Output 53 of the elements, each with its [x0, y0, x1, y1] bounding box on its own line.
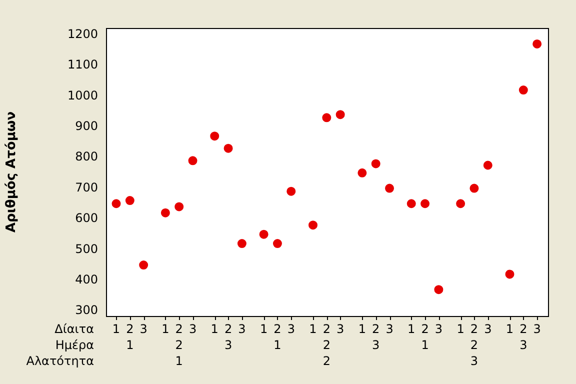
- text: 2: [470, 338, 478, 352]
- x-tick-label: 1: [112, 322, 120, 336]
- text: 1: [175, 354, 183, 368]
- x-tick-label: 1: [456, 322, 464, 336]
- x-tick-label: 2: [520, 322, 528, 336]
- x-tick-label: 3: [287, 322, 295, 336]
- y-tick-label: 500: [75, 242, 98, 256]
- x-tick-label: 3: [434, 322, 443, 336]
- x-tick-label: 1: [210, 322, 218, 336]
- x-tick-label: 2: [126, 322, 134, 336]
- text: 2: [322, 354, 330, 368]
- y-tick-label: 700: [75, 180, 98, 194]
- x-tick-label: 1: [408, 322, 416, 336]
- text: 1: [421, 338, 429, 352]
- y-tick-label: 400: [75, 272, 98, 287]
- y-tick-label: 800: [75, 150, 98, 164]
- text: 2: [175, 338, 183, 352]
- x-tick-label: 1: [506, 322, 514, 336]
- text: 3: [520, 338, 528, 352]
- y-tick-label: 300: [75, 303, 98, 318]
- x-tick-label: 2: [322, 322, 330, 336]
- x-tick-label: 3: [140, 322, 148, 336]
- x-tick-label: 3: [188, 322, 197, 336]
- text: 1: [126, 338, 134, 352]
- y-axis-title: Αριθμός Ατόμων: [4, 111, 20, 233]
- x-tick-label: 2: [372, 322, 380, 336]
- text: 1: [274, 338, 282, 352]
- x-tick-label: 2: [175, 322, 183, 336]
- x-tick-label: 1: [260, 322, 268, 336]
- x-tick-label: 3: [533, 322, 541, 336]
- y-tick-label: 1200: [67, 26, 98, 41]
- x-tick-label: 2: [470, 322, 478, 336]
- x-tick-label: 1: [309, 322, 317, 336]
- x-tick-label: 2: [421, 322, 429, 336]
- x-tick-label: 1: [162, 322, 170, 336]
- text: 2: [322, 338, 330, 352]
- y-tick-label: 900: [75, 118, 98, 133]
- x-tick-label: 3: [238, 322, 246, 336]
- x-tick-label: 3: [336, 322, 344, 336]
- y-tick-label: 600: [75, 211, 98, 226]
- text: Ημέρα: [55, 338, 94, 352]
- x-tick-label: 2: [274, 322, 282, 336]
- y-tick-label: 1000: [67, 88, 98, 102]
- x-tick-label: 1: [358, 322, 366, 336]
- text: Δίαιτα: [54, 322, 94, 336]
- text: Αλατότητα: [26, 354, 94, 368]
- y-tick-label: 1100: [67, 58, 98, 72]
- x-tick-label: 3: [484, 322, 492, 336]
- text: 3: [372, 338, 380, 352]
- text: 3: [470, 354, 478, 368]
- text: 3: [224, 338, 232, 352]
- x-tick-label: 3: [386, 322, 394, 336]
- x-tick-label: 2: [224, 322, 232, 336]
